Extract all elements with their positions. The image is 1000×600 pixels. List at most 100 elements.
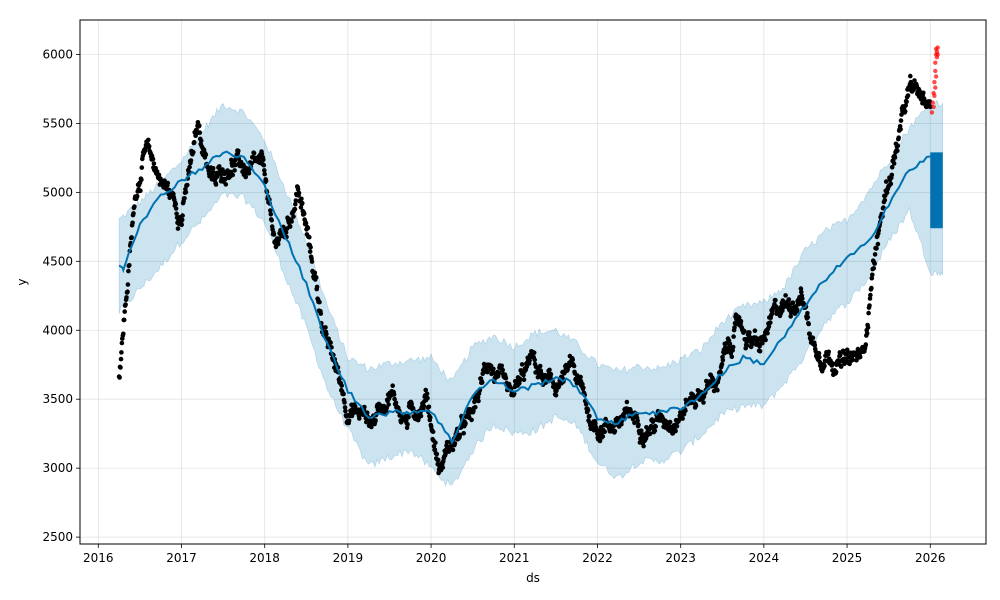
observed-point	[457, 432, 463, 438]
anomaly-point	[935, 52, 940, 57]
observed-point	[421, 403, 427, 409]
uncertainty-band	[118, 99, 943, 487]
observed-point	[433, 440, 438, 446]
observed-point	[899, 112, 904, 117]
observed-point	[289, 219, 294, 224]
observed-point	[720, 357, 726, 363]
observed-point	[243, 174, 248, 180]
observed-point	[180, 213, 185, 218]
observed-point	[292, 206, 298, 212]
observed-point	[461, 431, 467, 436]
y-axis-label: y	[15, 278, 29, 285]
observed-point	[300, 200, 305, 206]
observed-point	[450, 447, 456, 453]
observed-point	[479, 380, 485, 385]
observed-point	[744, 343, 750, 348]
observed-point	[323, 325, 328, 330]
x-tick-label: 2020	[416, 551, 447, 565]
observed-point	[888, 181, 894, 186]
observed-point	[317, 299, 322, 305]
anomaly-point	[930, 100, 935, 105]
observed-point	[866, 310, 871, 316]
observed-point	[328, 340, 333, 346]
x-tick-label: 2016	[83, 551, 114, 565]
observed-point	[432, 447, 438, 453]
observed-point	[639, 428, 644, 434]
observed-point	[882, 197, 888, 203]
observed-point	[162, 178, 167, 183]
observed-point	[324, 331, 329, 337]
observed-point	[891, 161, 897, 166]
observed-point	[346, 418, 352, 424]
observed-point	[431, 443, 437, 449]
observed-point	[452, 441, 458, 446]
observed-point	[553, 393, 559, 398]
observed-point	[121, 331, 126, 337]
observed-point	[701, 400, 706, 405]
observed-point	[151, 161, 157, 166]
observed-point	[428, 415, 433, 420]
observed-point	[121, 317, 127, 323]
observed-point	[812, 343, 818, 348]
observed-point	[730, 344, 736, 350]
observed-point	[409, 402, 415, 407]
observed-point	[518, 377, 523, 383]
observed-point	[817, 359, 823, 365]
observed-point	[268, 208, 273, 213]
observed-point	[883, 179, 889, 184]
observed-point	[830, 361, 836, 366]
observed-point	[122, 309, 127, 314]
observed-point	[871, 266, 876, 271]
observed-point	[404, 425, 410, 431]
observed-point	[786, 297, 792, 302]
observed-point	[807, 331, 812, 337]
observed-point	[799, 289, 804, 295]
observed-point	[895, 148, 900, 154]
observed-point	[763, 337, 768, 343]
observed-point	[647, 431, 653, 437]
observed-point	[309, 259, 315, 264]
observed-point	[210, 169, 216, 174]
observed-point	[794, 307, 800, 313]
observed-point	[283, 230, 289, 235]
anomaly-point	[935, 45, 940, 50]
observed-point	[768, 320, 773, 325]
observed-point	[537, 363, 543, 369]
x-tick-label: 2025	[832, 551, 863, 565]
observed-point	[249, 161, 254, 166]
observed-point	[898, 118, 904, 123]
anomaly-point	[933, 74, 939, 79]
grid-lines	[80, 20, 986, 544]
observed-point	[810, 335, 816, 341]
observed-point	[390, 383, 396, 389]
y-tick-label: 6000	[42, 47, 73, 61]
observed-point	[736, 315, 742, 320]
observed-point	[898, 127, 903, 132]
x-tick-label: 2021	[499, 551, 530, 565]
observed-point	[291, 214, 296, 219]
observed-point	[872, 261, 877, 266]
observed-point	[908, 79, 914, 85]
observed-point	[293, 201, 298, 207]
observed-point	[182, 196, 187, 201]
observed-point	[126, 268, 131, 274]
observed-point	[424, 391, 430, 397]
observed-point	[236, 148, 241, 154]
observed-point	[308, 244, 313, 250]
observed-point	[491, 366, 496, 372]
observed-point	[928, 104, 933, 110]
observed-point	[217, 164, 222, 169]
observed-point	[752, 328, 758, 334]
observed-point	[259, 151, 265, 157]
observed-point	[503, 376, 509, 381]
observed-point	[174, 211, 179, 216]
observed-point	[641, 443, 646, 449]
observed-point	[386, 402, 391, 407]
observed-point	[357, 416, 362, 421]
observed-point	[261, 157, 266, 163]
observed-point	[876, 228, 882, 233]
x-tick-label: 2024	[749, 551, 780, 565]
observed-point	[780, 308, 785, 314]
uncertainty-band-area	[118, 99, 943, 487]
observed-point	[867, 303, 872, 308]
